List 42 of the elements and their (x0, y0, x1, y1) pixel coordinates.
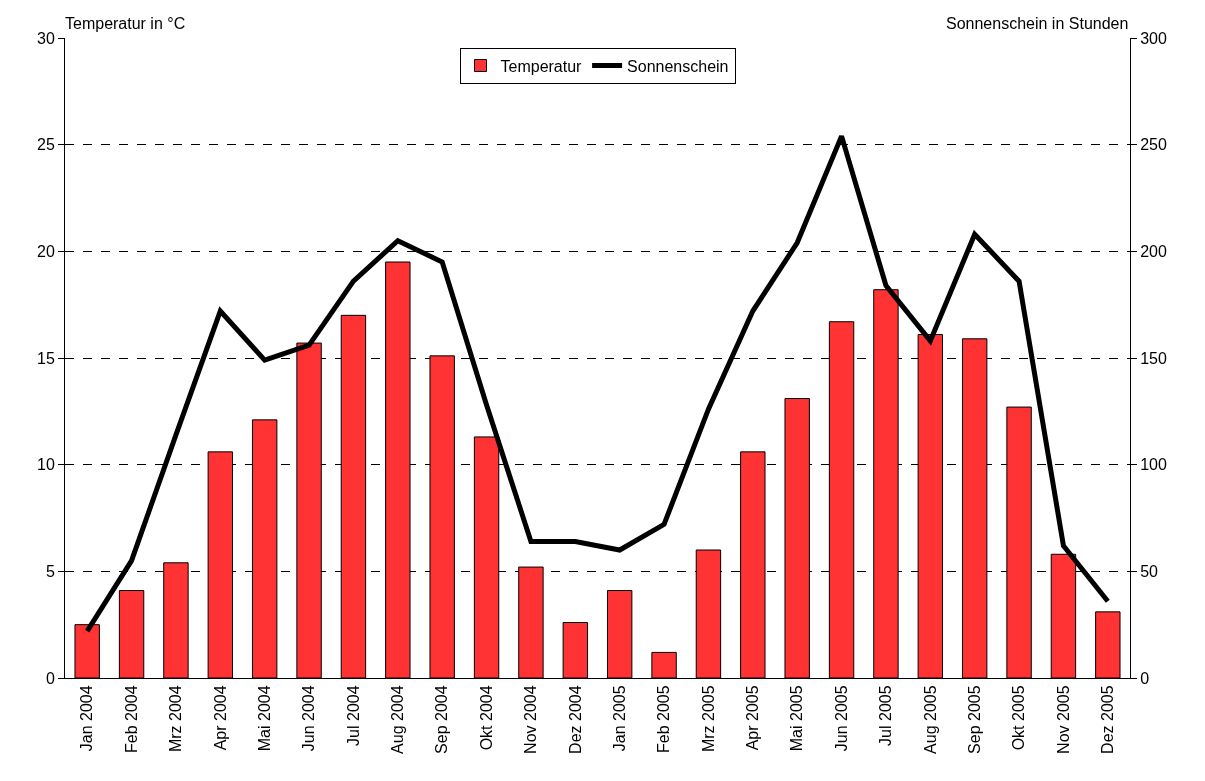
y-tick-label: 25 (37, 136, 55, 154)
x-tick-label: Apr 2005 (744, 685, 762, 751)
x-tick-label: Jun 2004 (300, 685, 318, 752)
x-tick-label: Aug 2005 (921, 685, 939, 754)
x-tick-label: Sep 2004 (433, 685, 451, 754)
x-tick-label: Mrz 2005 (699, 685, 717, 753)
x-tick-label: Dez 2004 (566, 685, 584, 754)
y2-tick-label: 150 (1140, 349, 1167, 367)
y2-tick-label: 100 (1140, 456, 1167, 474)
y-tick-label: 10 (37, 456, 55, 474)
x-tick-label: Aug 2004 (389, 685, 407, 754)
x-tick-label: Jul 2004 (344, 685, 362, 746)
y-axis-title: Temperatur in °C (65, 15, 186, 32)
y2-tick-label: 50 (1140, 562, 1159, 580)
x-tick-label: Feb 2004 (122, 685, 140, 754)
x-tick-label: Dez 2005 (1099, 685, 1117, 754)
y-tick-label: 5 (45, 562, 55, 580)
x-tick-label: Mrz 2004 (167, 685, 185, 753)
y2-tick-label: 300 (1140, 29, 1167, 47)
y2-axis-title: Sonnenschein in Stunden (946, 15, 1129, 32)
y-tick-label: 30 (37, 29, 55, 47)
x-tick-label: Sep 2005 (965, 685, 983, 754)
legend-label: Temperatur (500, 57, 583, 75)
legend-label: Sonnenschein (627, 57, 729, 75)
x-tick-label: Feb 2005 (655, 685, 673, 754)
x-tick-label: Jan 2005 (610, 685, 628, 752)
x-tick-label: Mai 2005 (788, 685, 806, 752)
y-tick-label: 20 (37, 242, 55, 260)
y2-tick-label: 0 (1140, 669, 1150, 687)
y-tick-label: 0 (45, 669, 55, 687)
y-tick-label: 15 (37, 349, 55, 367)
x-tick-label: Jul 2005 (877, 685, 895, 746)
x-tick-label: Jun 2005 (832, 685, 850, 752)
x-tick-label: Apr 2004 (211, 685, 229, 751)
x-tick-label: Nov 2004 (522, 685, 540, 754)
x-tick-label: Jan 2004 (78, 685, 96, 752)
x-tick-label: Mai 2004 (255, 685, 273, 752)
y2-tick-label: 200 (1140, 242, 1167, 260)
x-tick-label: Nov 2005 (1054, 685, 1072, 754)
x-tick-label: Okt 2005 (1010, 685, 1028, 751)
x-tick-label: Okt 2004 (477, 685, 495, 751)
y2-tick-label: 250 (1140, 136, 1167, 154)
